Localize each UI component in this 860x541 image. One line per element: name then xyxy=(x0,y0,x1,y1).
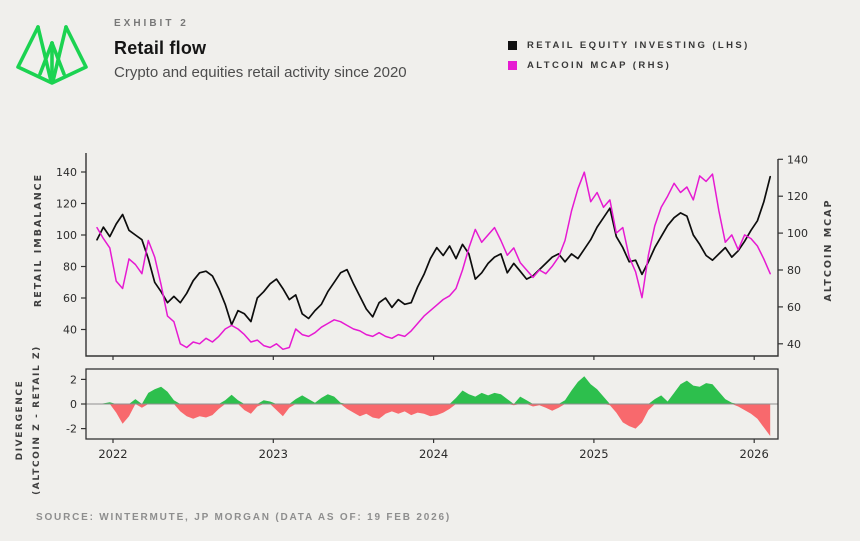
retail-equity-line xyxy=(96,175,772,326)
legend-label: RETAIL EQUITY INVESTING (LHS) xyxy=(527,40,750,51)
right-axis-title: ALTCOIN MCAP xyxy=(823,199,834,302)
left-axis-tick-label: 120 xyxy=(56,198,77,211)
main-chart-panel: 40 60 80 100 120 140 40 60 80 100 120 140 xyxy=(56,153,808,360)
x-axis-year-label: 2022 xyxy=(98,447,127,461)
divergence-panel: 2 0 -2 2022 2023 2024 2025 2026 xyxy=(66,368,779,461)
divergence-tick-label: 2 xyxy=(70,373,77,386)
left-axis-tick-label: 40 xyxy=(63,324,77,337)
right-axis-tick-label: 60 xyxy=(787,301,801,314)
x-axis-year-label: 2026 xyxy=(740,447,769,461)
left-axis-tick-label: 140 xyxy=(56,166,77,179)
wintermute-logo-icon xyxy=(16,25,88,85)
x-axis-year-label: 2025 xyxy=(579,447,608,461)
legend-item-altcoin-mcap: ALTCOIN MCAP (RHS) xyxy=(508,60,750,71)
left-axis-title: RETAIL IMBALANCE xyxy=(33,173,44,307)
divergence-tick-label: 0 xyxy=(70,398,77,411)
exhibit-label: EXHIBIT 2 xyxy=(114,18,189,29)
source-note: SOURCE: WINTERMUTE, JP MORGAN (DATA AS O… xyxy=(36,512,451,523)
altcoin-mcap-line xyxy=(96,171,771,351)
page-title: Retail flow xyxy=(114,38,207,58)
header: EXHIBIT 2 Retail flow Crypto and equitie… xyxy=(14,16,407,86)
legend-label: ALTCOIN MCAP (RHS) xyxy=(527,60,672,71)
left-axis-tick-label: 60 xyxy=(63,292,77,305)
right-axis-tick-label: 100 xyxy=(787,227,808,240)
divergence-tick-label: -2 xyxy=(66,423,77,436)
left-axis-tick-label: 100 xyxy=(56,229,77,242)
legend: RETAIL EQUITY INVESTING (LHS) ALTCOIN MC… xyxy=(508,40,750,80)
left-axis-tick-label: 80 xyxy=(63,261,77,274)
divergence-axis-title-line2: (ALTCOIN Z - RETAIL Z) xyxy=(32,345,42,495)
altcoin-mcap-swatch-icon xyxy=(508,61,517,70)
divergence-negative-area xyxy=(96,404,771,436)
legend-item-retail-equity: RETAIL EQUITY INVESTING (LHS) xyxy=(508,40,750,51)
main-chart-spines xyxy=(85,153,779,357)
x-axis-year-label: 2024 xyxy=(419,447,448,461)
page-subtitle: Crypto and equities retail activity sinc… xyxy=(114,64,407,81)
right-axis-tick-label: 140 xyxy=(787,153,808,166)
right-axis-tick-label: 120 xyxy=(787,190,808,203)
retail-equity-swatch-icon xyxy=(508,41,517,50)
divergence-positive-area xyxy=(96,376,771,404)
right-axis-tick-label: 40 xyxy=(787,338,801,351)
right-axis-tick-label: 80 xyxy=(787,264,801,277)
divergence-axis-title-line1: DIVERGENCE xyxy=(15,380,25,461)
x-axis-year-label: 2023 xyxy=(259,447,288,461)
